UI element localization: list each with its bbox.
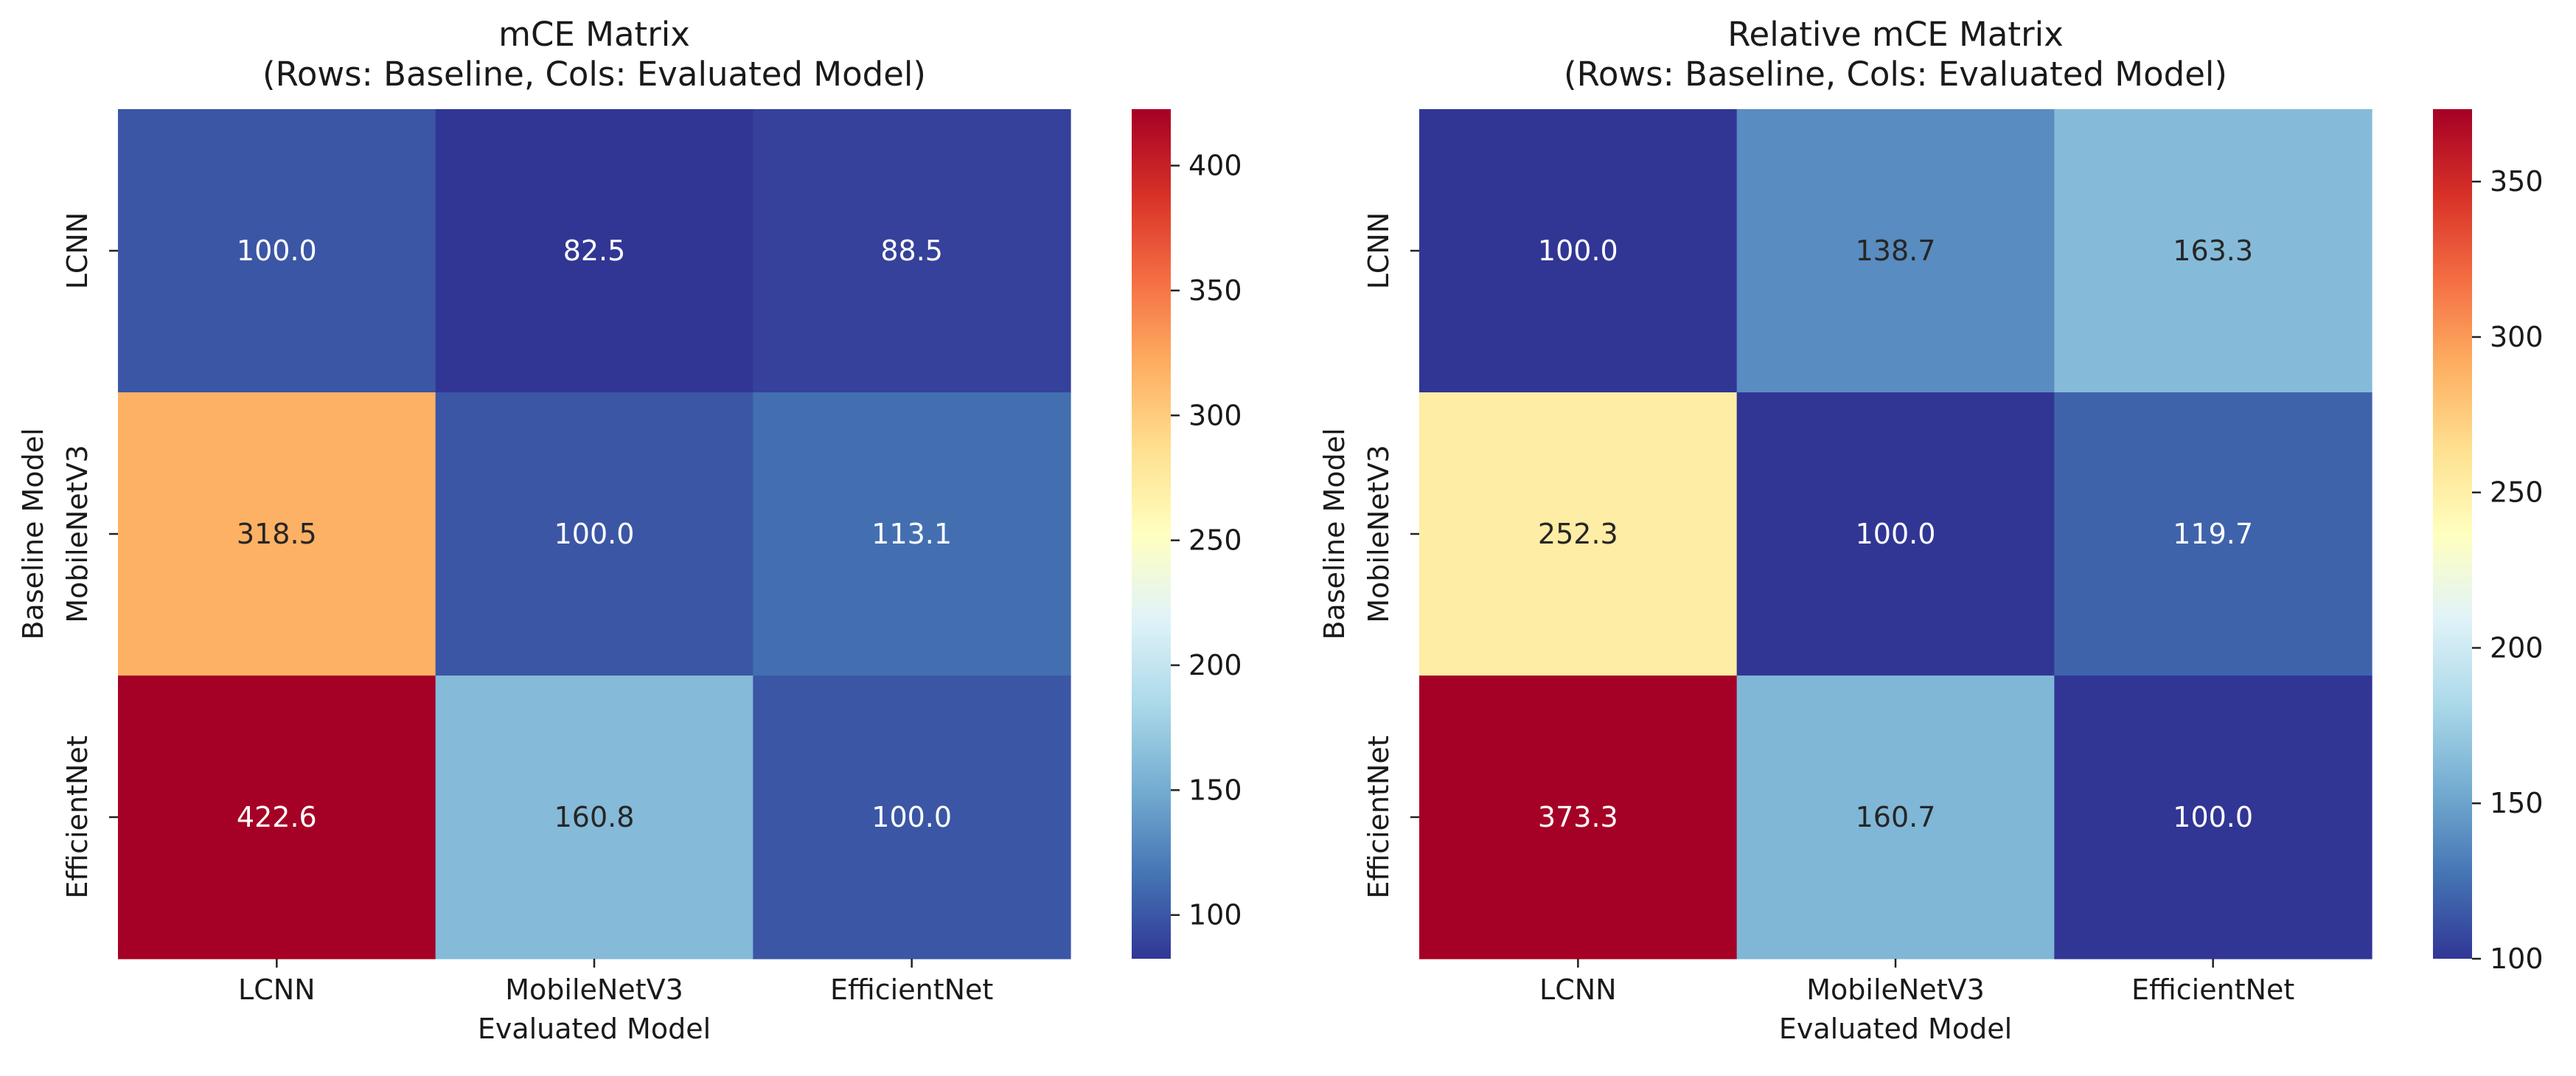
heatmap-cell — [118, 109, 436, 393]
cell-value-label: 100.0 — [2173, 801, 2253, 833]
y-axis-label: Baseline Model — [17, 428, 49, 639]
y-tick-label: EfficientNet — [61, 735, 94, 898]
heatmap-cell — [2054, 676, 2373, 959]
colorbar — [1132, 109, 1171, 959]
heatmap-cell — [2054, 392, 2373, 676]
cell-value-label: 100.0 — [1856, 518, 1936, 550]
colorbar-tick-label: 150 — [1188, 774, 1242, 806]
colorbar-tick-label: 200 — [1188, 649, 1242, 681]
chart-title-line: (Rows: Baseline, Cols: Evaluated Model) — [1564, 55, 2227, 94]
heatmap-cell — [1419, 392, 1738, 676]
cell-value-label: 373.3 — [1538, 801, 1618, 833]
cell-value-label: 100.0 — [237, 235, 317, 267]
cell-value-label: 88.5 — [880, 235, 943, 267]
y-tick-label: LCNN — [61, 212, 94, 290]
heatmap-cell — [118, 676, 436, 959]
cell-value-label: 422.6 — [237, 801, 317, 833]
x-axis-label: Evaluated Model — [478, 1013, 711, 1045]
x-tick-label: MobileNetV3 — [1806, 973, 1985, 1006]
chart-title-line: Relative mCE Matrix — [1727, 15, 2063, 54]
colorbar-tick-label: 250 — [1188, 524, 1242, 557]
colorbar-tick-label: 150 — [2490, 787, 2544, 819]
heatmap-cell — [2054, 109, 2373, 393]
heatmap-cell — [1736, 676, 2055, 959]
y-tick-label: MobileNetV3 — [61, 445, 94, 623]
x-tick-label: LCNN — [1539, 973, 1617, 1006]
colorbar-tick-label: 300 — [2490, 321, 2544, 353]
y-axis-label: Baseline Model — [1318, 428, 1351, 639]
x-tick-label: EfficientNet — [2131, 973, 2294, 1006]
x-tick-label: LCNN — [238, 973, 316, 1006]
chart-title-line: (Rows: Baseline, Cols: Evaluated Model) — [262, 55, 926, 94]
heatmap-cell — [1419, 109, 1738, 393]
cell-value-label: 163.3 — [2173, 235, 2253, 267]
colorbar-tick-label: 400 — [1188, 150, 1242, 182]
heatmap-cell — [753, 676, 1071, 959]
colorbar-tick-label: 350 — [1188, 274, 1242, 307]
y-tick-label: EfficientNet — [1362, 735, 1395, 898]
cell-value-label: 119.7 — [2173, 518, 2253, 550]
cell-value-label: 82.5 — [563, 235, 626, 267]
heatmap-cell — [753, 392, 1071, 676]
colorbar-tick-label: 100 — [1188, 899, 1242, 931]
y-tick-label: LCNN — [1362, 212, 1395, 290]
x-tick-label: MobileNetV3 — [505, 973, 683, 1006]
cell-value-label: 100.0 — [1538, 235, 1618, 267]
heatmap-2: Relative mCE Matrix(Rows: Baseline, Cols… — [1318, 15, 2544, 1045]
colorbar-tick-label: 350 — [2490, 165, 2544, 198]
heatmap-cell — [1736, 109, 2055, 393]
y-tick-label: MobileNetV3 — [1362, 445, 1395, 623]
colorbar-tick-label: 300 — [1188, 399, 1242, 431]
cell-value-label: 100.0 — [871, 801, 952, 833]
x-tick-label: EfficientNet — [830, 973, 993, 1006]
cell-value-label: 160.8 — [554, 801, 635, 833]
heatmap-cell — [1419, 676, 1738, 959]
cell-value-label: 138.7 — [1856, 235, 1936, 267]
heatmap-cell — [435, 392, 753, 676]
colorbar-tick-label: 200 — [2490, 631, 2544, 664]
colorbar — [2433, 109, 2472, 959]
heatmap-cell — [118, 392, 436, 676]
heatmap-cell — [435, 109, 753, 393]
colorbar-tick-label: 100 — [2490, 943, 2544, 975]
cell-value-label: 100.0 — [554, 518, 635, 550]
heatmap-cell — [435, 676, 753, 959]
cell-value-label: 252.3 — [1538, 518, 1618, 550]
colorbar-tick-label: 250 — [2490, 476, 2544, 509]
cell-value-label: 113.1 — [871, 518, 952, 550]
cell-value-label: 160.7 — [1856, 801, 1936, 833]
heatmap-cell — [1736, 392, 2055, 676]
x-axis-label: Evaluated Model — [1779, 1013, 2012, 1045]
heatmap-cell — [753, 109, 1071, 393]
chart-title-line: mCE Matrix — [498, 15, 690, 54]
cell-value-label: 318.5 — [237, 518, 317, 550]
heatmap-1: mCE Matrix(Rows: Baseline, Cols: Evaluat… — [17, 15, 1242, 1045]
